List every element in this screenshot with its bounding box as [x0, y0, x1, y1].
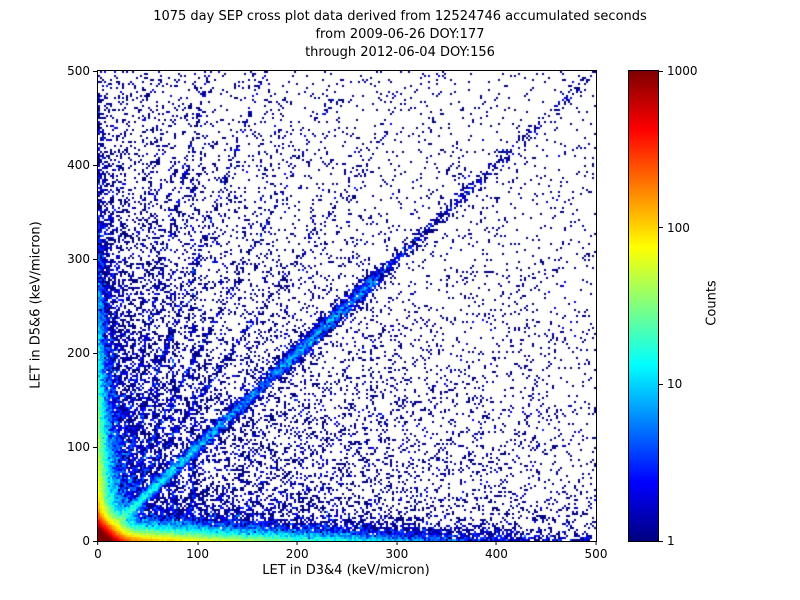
- tick-mark: [93, 258, 97, 260]
- y-tick-200: 200: [67, 346, 97, 360]
- tick-mark: [93, 70, 97, 72]
- tick-label: 100: [186, 547, 210, 561]
- colorbar-tick-1: 1: [659, 534, 675, 548]
- y-axis-ticks: 0 100 200 300 400 500: [52, 64, 97, 548]
- tick-label: 200: [67, 346, 90, 360]
- x-tick-100: 100: [186, 541, 209, 561]
- tick-mark: [595, 541, 597, 545]
- tick-label: 10: [667, 377, 683, 392]
- x-axis-ticks: 0 100 200 300 400 500: [94, 541, 607, 565]
- x-axis-label: LET in D3&4 (keV/micron): [262, 563, 430, 578]
- y-tick-300: 300: [67, 252, 97, 266]
- colorbar-tick-100: 100: [659, 221, 690, 235]
- chart-title: 1075 day SEP cross plot data derived fro…: [153, 9, 647, 24]
- chart-subtitle-from: from 2009-06-26 DOY:177: [315, 27, 485, 42]
- tick-mark: [296, 541, 298, 545]
- tick-mark: [197, 541, 199, 545]
- tick-mark: [93, 540, 97, 542]
- tick-mark: [93, 164, 97, 166]
- tick-label: 0: [94, 547, 102, 561]
- y-tick-100: 100: [67, 440, 97, 454]
- x-tick-0: 0: [94, 541, 102, 561]
- y-tick-400: 400: [67, 158, 97, 172]
- x-tick-500: 500: [584, 541, 608, 561]
- colorbar-ticks: 1 10 100 1000: [659, 64, 729, 548]
- tick-mark: [659, 70, 663, 72]
- colorbar-gradient: [629, 71, 658, 541]
- tick-mark: [396, 541, 398, 545]
- tick-mark: [659, 383, 663, 385]
- tick-mark: [93, 352, 97, 354]
- tick-label: 300: [385, 547, 409, 561]
- x-tick-200: 200: [286, 541, 309, 561]
- colorbar-tick-10: 10: [659, 377, 682, 391]
- title-block: 1075 day SEP cross plot data derived fro…: [0, 8, 800, 62]
- tick-label: 400: [484, 547, 508, 561]
- chart-subtitle-through: through 2012-06-04 DOY:156: [305, 45, 495, 60]
- tick-mark: [97, 541, 99, 545]
- tick-mark: [495, 541, 497, 545]
- tick-label: 1000: [667, 64, 698, 78]
- tick-label: 500: [67, 64, 90, 78]
- tick-mark: [659, 540, 663, 542]
- tick-label: 400: [67, 158, 90, 172]
- x-tick-300: 300: [385, 541, 408, 561]
- y-axis-label: LET in D5&6 (keV/micron): [28, 221, 44, 389]
- colorbar: [628, 70, 659, 542]
- scatter-canvas: [98, 71, 596, 541]
- tick-mark: [659, 227, 663, 229]
- plot-area: [97, 70, 597, 542]
- tick-label: 200: [285, 547, 309, 561]
- y-tick-500: 500: [67, 64, 97, 78]
- tick-label: 300: [67, 252, 90, 266]
- tick-label: 1: [667, 534, 675, 548]
- tick-label: 100: [667, 220, 690, 235]
- y-tick-0: 0: [82, 534, 97, 548]
- colorbar-tick-1000: 1000: [659, 64, 698, 78]
- tick-label: 100: [67, 440, 90, 454]
- tick-mark: [93, 446, 97, 448]
- tick-label: 0: [82, 534, 90, 548]
- tick-label: 500: [584, 547, 608, 561]
- x-tick-400: 400: [485, 541, 508, 561]
- colorbar-label: Counts: [704, 280, 720, 326]
